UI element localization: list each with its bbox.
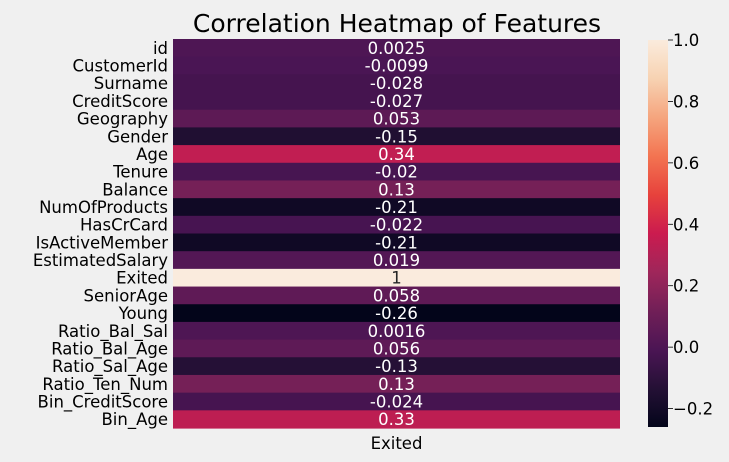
heatmap-cell — [173, 392, 620, 411]
colorbar-tick-label: −0.2 — [673, 400, 713, 419]
heatmap-cell — [173, 251, 620, 270]
cell-annotation: -0.027 — [370, 92, 423, 111]
y-tick-label: Young — [118, 304, 168, 323]
colorbar-tick-label: 0.2 — [673, 277, 699, 296]
heatmap-cell — [173, 198, 620, 217]
heatmap-cell — [173, 127, 620, 146]
heatmap-cell — [173, 233, 620, 252]
heatmap-cell — [173, 286, 620, 305]
y-tick-label: EstimatedSalary — [33, 251, 168, 270]
x-tick-labels: Exited — [371, 434, 423, 453]
cell-annotation: -0.26 — [375, 304, 418, 323]
y-tick-label: Ratio_Sal_Age — [52, 357, 168, 377]
heatmap-cell — [173, 92, 620, 111]
y-tick-label: Tenure — [112, 163, 168, 182]
heatmap-cell — [173, 339, 620, 358]
cell-annotation: -0.024 — [370, 392, 423, 411]
x-tick-label: Exited — [371, 434, 423, 453]
heatmap-cell — [173, 56, 620, 75]
cell-annotation: 0.0016 — [368, 322, 426, 341]
y-tick-label: SeniorAge — [84, 286, 168, 305]
cell-annotation: -0.02 — [375, 163, 418, 182]
heatmap-cell — [173, 39, 620, 58]
heatmap-cell — [173, 374, 620, 394]
cell-annotation: 0.13 — [378, 375, 415, 394]
y-tick-label: Geography — [77, 110, 168, 129]
cell-annotation: 0.056 — [373, 339, 420, 358]
colorbar — [648, 40, 668, 427]
heatmap-cell — [173, 180, 620, 199]
colorbar-tick-label: 0.6 — [673, 154, 699, 173]
cell-annotation: 0.053 — [373, 110, 420, 129]
y-tick-label: IsActiveMember — [36, 233, 169, 252]
y-tick-label: CreditScore — [72, 92, 168, 111]
heatmap-cell — [173, 74, 620, 93]
cell-annotation: -0.21 — [375, 233, 418, 252]
y-tick-label: Surname — [94, 74, 168, 93]
y-tick-label: Ratio_Bal_Age — [51, 339, 168, 359]
y-tick-label: CustomerId — [73, 57, 169, 76]
cell-annotation: -0.0099 — [365, 57, 429, 76]
colorbar-tick-label: 1.0 — [673, 31, 699, 50]
cell-annotation: -0.13 — [375, 357, 418, 376]
heatmap-cell — [173, 109, 620, 129]
y-tick-label: Ratio_Ten_Num — [42, 375, 168, 395]
heatmap-cells: 0.0025-0.0099-0.028-0.0270.053-0.150.34-… — [173, 39, 620, 429]
y-tick-label: NumOfProducts — [39, 198, 168, 217]
cell-annotation: 1 — [391, 269, 402, 288]
colorbar-ticks: 1.0 0.8 0.6 0.4 0.2 0.0 −0.2 — [668, 31, 713, 419]
y-tick-labels: idCustomerIdSurnameCreditScoreGeographyG… — [33, 39, 168, 430]
y-tick-label: Ratio_Bal_Sal — [58, 322, 168, 342]
cell-annotation: 0.0025 — [368, 39, 426, 58]
cell-annotation: 0.019 — [373, 251, 420, 270]
heatmap-cell — [173, 268, 620, 288]
cell-annotation: -0.022 — [370, 216, 423, 235]
heatmap-cell — [173, 162, 620, 182]
cell-annotation: 0.34 — [378, 145, 415, 164]
heatmap-cell — [173, 215, 620, 235]
colorbar-tick-label: 0.4 — [673, 215, 699, 234]
y-tick-label: Exited — [116, 269, 168, 288]
cell-annotation: 0.33 — [378, 410, 415, 429]
heatmap-cell — [173, 145, 620, 164]
colorbar-tick-label: 0.8 — [673, 92, 699, 111]
colorbar-tick-label: 0.0 — [673, 338, 699, 357]
cell-annotation: -0.21 — [375, 198, 418, 217]
cell-annotation: 0.058 — [373, 286, 420, 305]
heatmap-cell — [173, 321, 620, 341]
cell-annotation: -0.028 — [370, 74, 423, 93]
heatmap-cell — [173, 410, 620, 429]
y-tick-label: Balance — [102, 180, 168, 199]
y-tick-label: Age — [136, 145, 168, 164]
cell-annotation: -0.15 — [375, 127, 418, 146]
heatmap-cell — [173, 304, 620, 323]
y-tick-label: HasCrCard — [80, 216, 168, 235]
y-tick-label: Bin_CreditScore — [38, 392, 168, 412]
heatmap-cell — [173, 357, 620, 376]
y-tick-label: Gender — [107, 127, 168, 146]
cell-annotation: 0.13 — [378, 180, 415, 199]
y-tick-label: Bin_Age — [101, 410, 168, 430]
y-tick-label: id — [153, 39, 168, 58]
chart-title: Correlation Heatmap of Features — [193, 9, 601, 38]
